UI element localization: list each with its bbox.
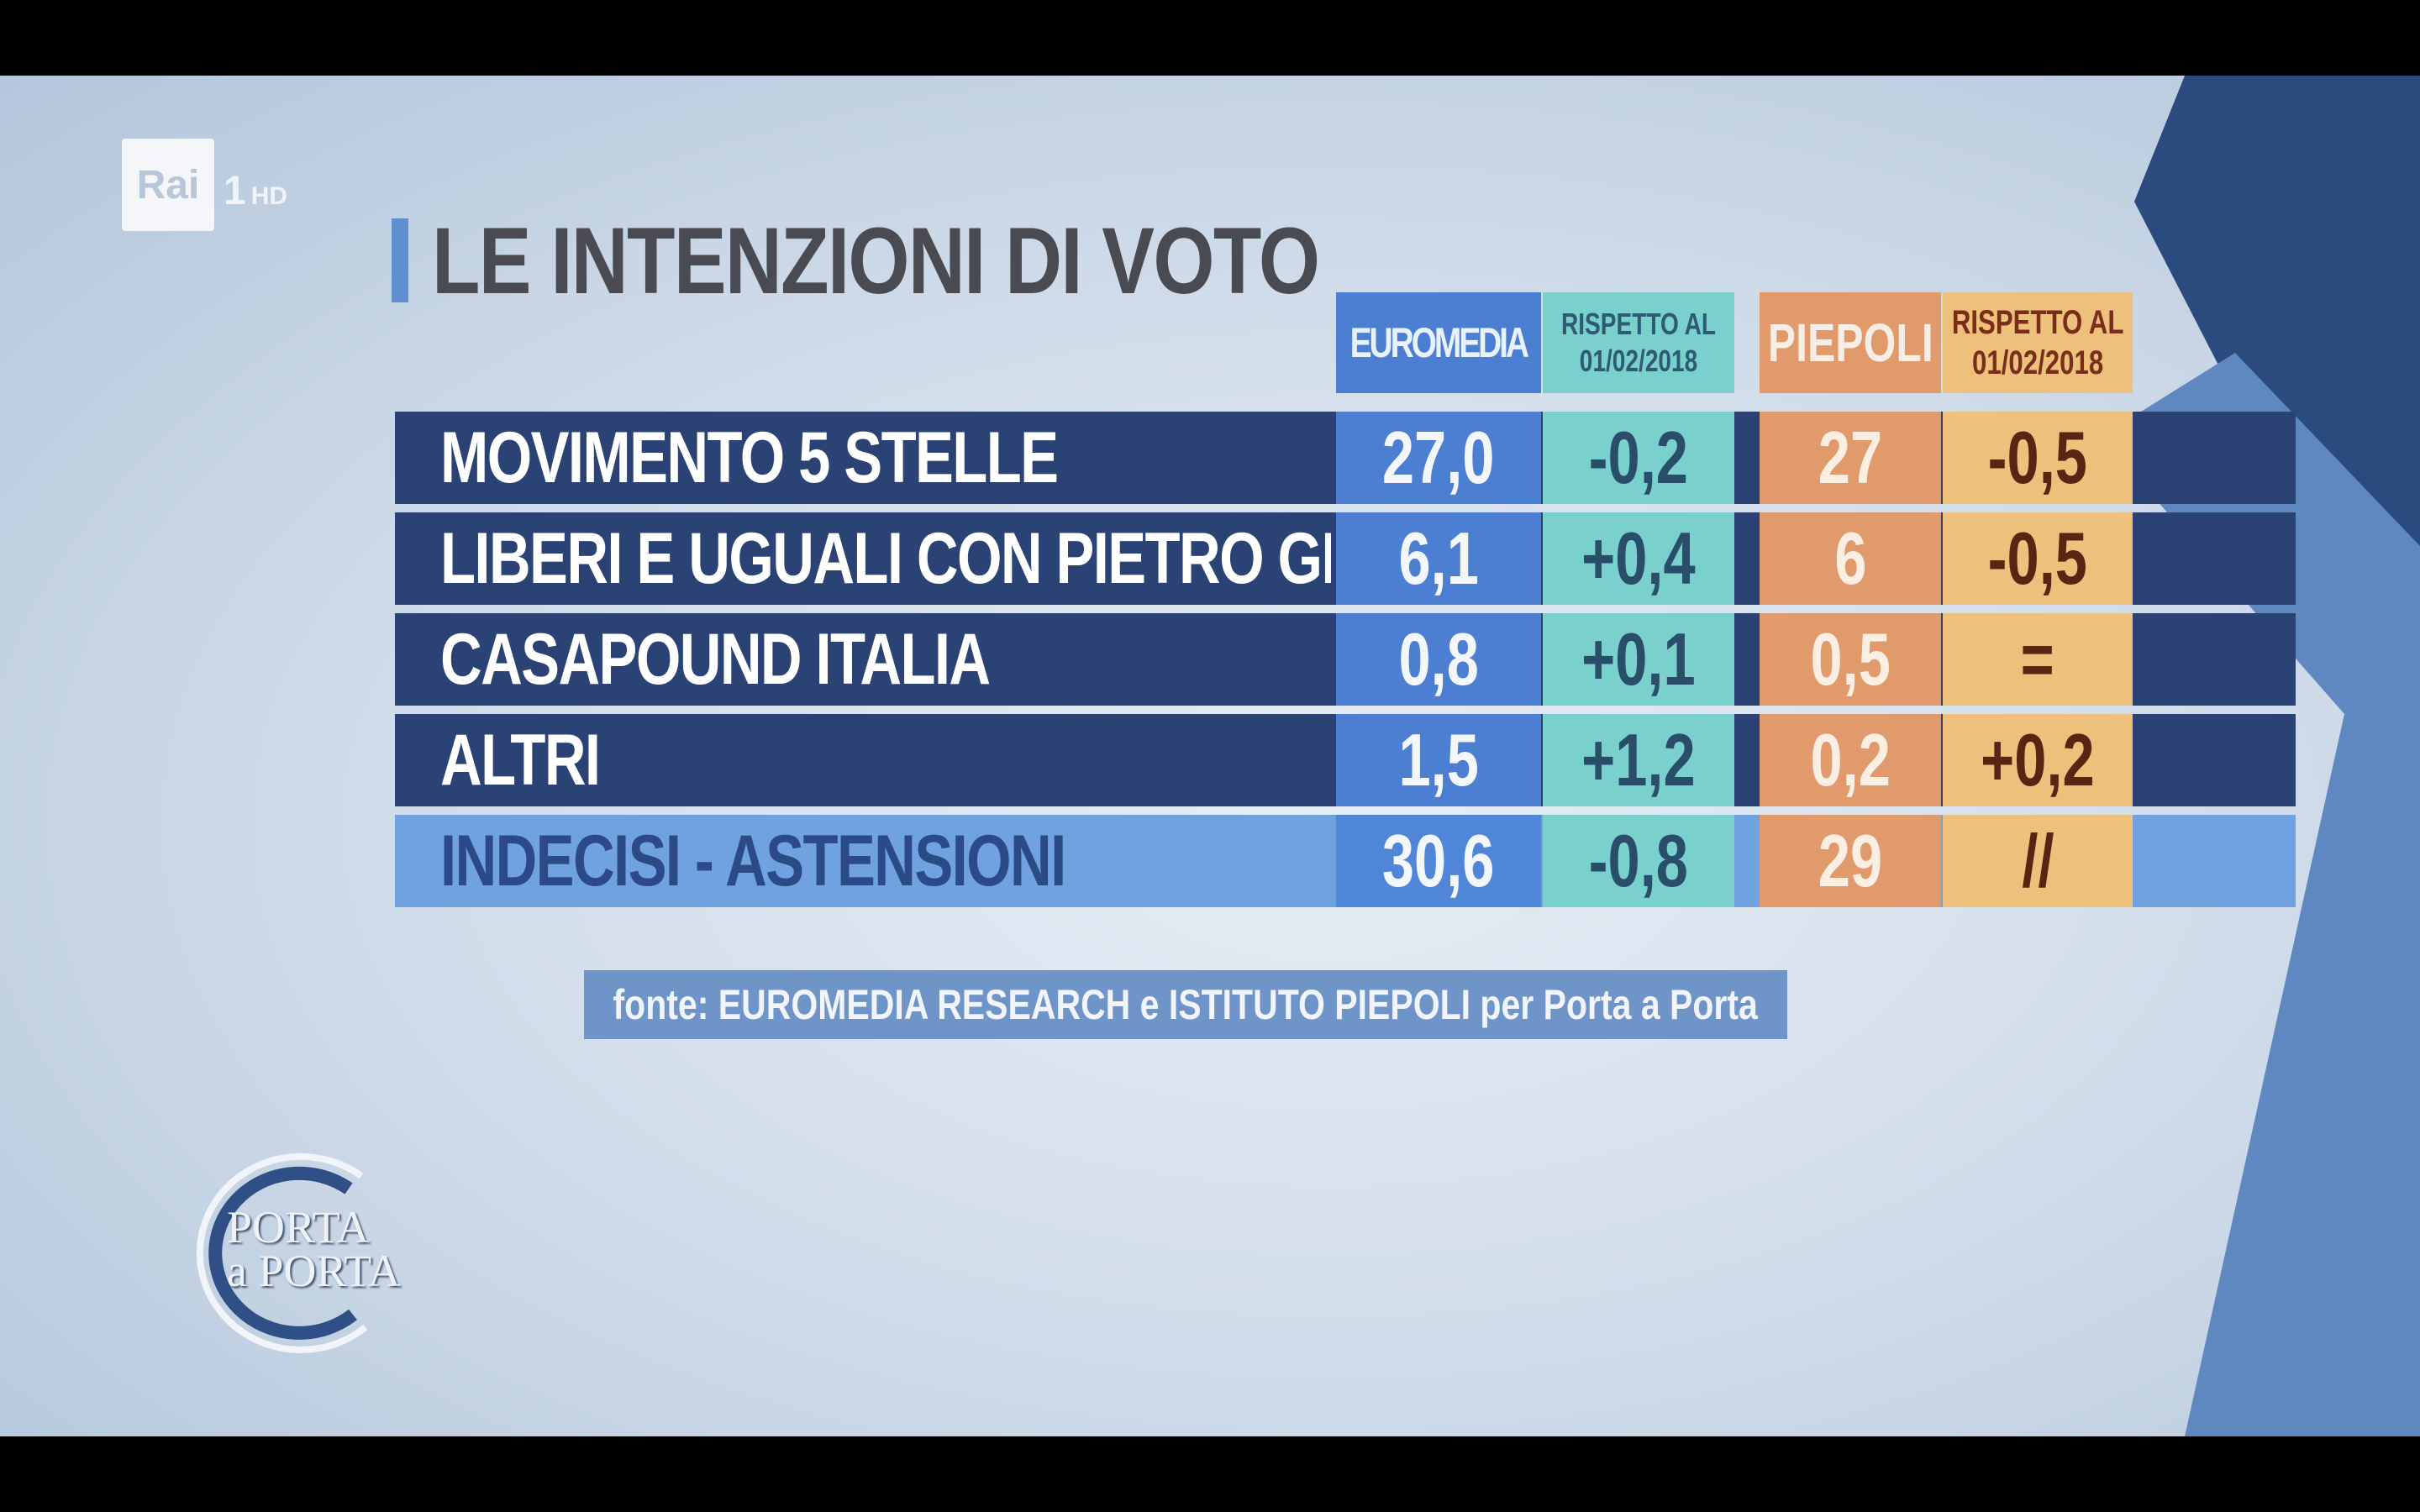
- euromedia-value: 1,5: [1336, 714, 1541, 806]
- party-name-text: INDECISI - ASTENSIONI: [440, 820, 1066, 901]
- euromedia-value: 0,8: [1336, 613, 1541, 706]
- broadcast-frame: Rai 1 HD LE INTENZIONI DI VOTO EUROMEDIA …: [0, 76, 2420, 1436]
- euromedia-value-text: 27,0: [1382, 416, 1495, 499]
- source-caption: fonte: EUROMEDIA RESEARCH e ISTITUTO PIE…: [584, 970, 1787, 1039]
- piepoli-delta-text: =: [2020, 617, 2055, 701]
- piepoli-delta-text: -0,5: [1987, 517, 2088, 600]
- piepoli-delta: +0,2: [1943, 714, 2133, 806]
- header-piepoli: PIEPOLI: [1760, 292, 1941, 393]
- header-rispetto-euromedia-line2: 01/02/2018: [1579, 344, 1698, 378]
- porta-a-porta-logo: PORTA a PORTA: [227, 1202, 401, 1296]
- page-title: LE INTENZIONI DI VOTO: [432, 207, 1320, 313]
- header-rispetto-piepoli-line1: RISPETTO AL: [1951, 304, 2124, 341]
- title-accent-bar: [392, 218, 408, 302]
- piepoli-value-text: 0,2: [1810, 718, 1891, 801]
- title-block: LE INTENZIONI DI VOTO: [392, 208, 1487, 313]
- porta-a-porta-logo-ring: [196, 1152, 368, 1353]
- header-euromedia-label: EUROMEDIA: [1349, 319, 1529, 366]
- euromedia-value-text: 1,5: [1398, 718, 1479, 801]
- piepoli-delta-text: -0,5: [1987, 416, 2088, 499]
- euromedia-value: 6,1: [1336, 512, 1541, 605]
- channel-label: 1 HD: [224, 168, 287, 214]
- piepoli-delta-text: +0,2: [1981, 718, 2095, 801]
- piepoli-value: 6: [1760, 512, 1941, 605]
- party-name: MOVIMENTO 5 STELLE: [440, 412, 1331, 504]
- piepoli-value: 29: [1760, 815, 1941, 907]
- euromedia-delta-text: +0,1: [1581, 617, 1696, 701]
- piepoli-value-text: 0,5: [1810, 617, 1891, 701]
- euromedia-delta-text: -0,8: [1588, 819, 1689, 902]
- header-rispetto-euromedia: RISPETTO AL 01/02/2018: [1543, 292, 1734, 393]
- euromedia-delta: +0,1: [1543, 613, 1734, 706]
- header-rispetto-piepoli-label: RISPETTO AL 01/02/2018: [1952, 302, 2124, 383]
- party-name: LIBERI E UGUALI CON PIETRO GRASSO: [440, 512, 1331, 605]
- euromedia-delta: -0,2: [1543, 412, 1734, 504]
- piepoli-delta: //: [1943, 815, 2133, 907]
- row-band: [395, 613, 1336, 706]
- euromedia-delta-text: -0,2: [1588, 416, 1689, 499]
- euromedia-value: 30,6: [1336, 815, 1541, 907]
- porta-a-porta-line2: a PORTA: [227, 1246, 401, 1296]
- euromedia-delta: +1,2: [1543, 714, 1734, 806]
- row-band: [395, 512, 1336, 605]
- table-row: ALTRI 1,5 +1,2 0,2 +0,2: [395, 714, 2296, 806]
- party-name-text: LIBERI E UGUALI CON PIETRO GRASSO: [440, 517, 1331, 599]
- piepoli-delta: -0,5: [1943, 412, 2133, 504]
- euromedia-value-text: 0,8: [1398, 617, 1479, 701]
- party-name-text: CASAPOUND ITALIA: [440, 618, 991, 700]
- header-rispetto-piepoli: RISPETTO AL 01/02/2018: [1943, 292, 2133, 393]
- party-name: INDECISI - ASTENSIONI: [440, 815, 1331, 907]
- party-name: ALTRI: [440, 714, 1331, 806]
- piepoli-delta: =: [1943, 613, 2133, 706]
- header-rispetto-euromedia-line1: RISPETTO AL: [1560, 307, 1717, 341]
- porta-a-porta-line1: PORTA: [227, 1202, 370, 1252]
- euromedia-value: 27,0: [1336, 412, 1541, 504]
- channel-number: 1: [224, 169, 246, 213]
- row-band: [395, 412, 1336, 504]
- header-piepoli-label: PIEPOLI: [1767, 312, 1933, 373]
- background-decoration: [2101, 76, 2420, 1436]
- euromedia-value-text: 6,1: [1398, 517, 1479, 600]
- table-row: MOVIMENTO 5 STELLE 27,0 -0,2 27 -0,5: [395, 412, 2296, 504]
- channel-quality: HD: [250, 182, 288, 210]
- euromedia-value-text: 30,6: [1382, 819, 1495, 902]
- euromedia-delta-text: +0,4: [1581, 517, 1696, 600]
- piepoli-value-text: 6: [1833, 517, 1867, 600]
- header-rispetto-euromedia-label: RISPETTO AL 01/02/2018: [1561, 306, 1716, 380]
- piepoli-value: 0,2: [1760, 714, 1941, 806]
- party-name: CASAPOUND ITALIA: [440, 613, 1331, 706]
- table-row: CASAPOUND ITALIA 0,8 +0,1 0,5 =: [395, 613, 2296, 706]
- party-name-text: ALTRI: [440, 719, 601, 801]
- euromedia-delta-text: +1,2: [1581, 718, 1696, 801]
- piepoli-value: 0,5: [1760, 613, 1941, 706]
- euromedia-delta: -0,8: [1543, 815, 1734, 907]
- rai-logo-text: Rai: [136, 162, 200, 207]
- table-row: LIBERI E UGUALI CON PIETRO GRASSO 6,1 +0…: [395, 512, 2296, 605]
- piepoli-delta: -0,5: [1943, 512, 2133, 605]
- source-caption-text: fonte: EUROMEDIA RESEARCH e ISTITUTO PIE…: [613, 981, 1759, 1028]
- piepoli-delta-text: //: [2021, 819, 2054, 902]
- rai-logo: Rai: [122, 139, 214, 231]
- header-rispetto-piepoli-line2: 01/02/2018: [1971, 344, 2104, 381]
- piepoli-value-text: 29: [1818, 819, 1883, 902]
- table-row-highlight: INDECISI - ASTENSIONI 30,6 -0,8 29 //: [395, 815, 2296, 907]
- piepoli-value-text: 27: [1818, 416, 1883, 499]
- row-band: [395, 815, 1336, 907]
- row-band: [395, 714, 1336, 806]
- piepoli-value: 27: [1760, 412, 1941, 504]
- euromedia-delta: +0,4: [1543, 512, 1734, 605]
- party-name-text: MOVIMENTO 5 STELLE: [440, 417, 1059, 498]
- header-euromedia: EUROMEDIA: [1336, 292, 1541, 393]
